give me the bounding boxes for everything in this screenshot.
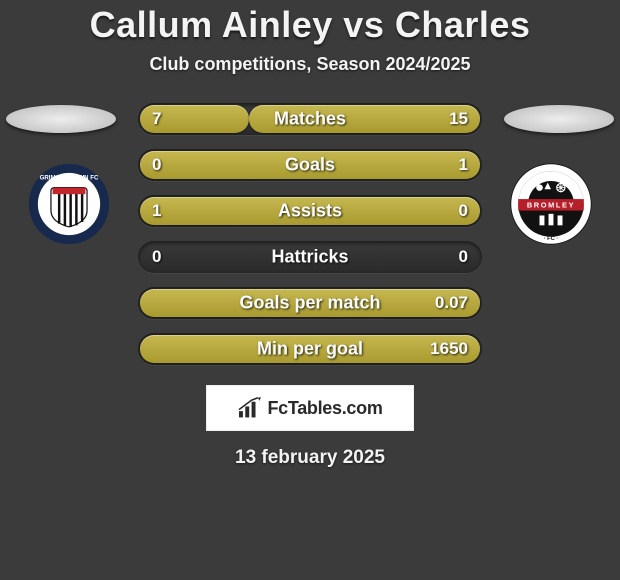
page-subtitle: Club competitions, Season 2024/2025: [149, 54, 470, 75]
stat-row: Assists10: [138, 195, 482, 227]
brand-badge: FcTables.com: [206, 385, 414, 431]
stat-label: Hattricks: [138, 247, 482, 268]
stat-fill-left: [140, 105, 249, 133]
page-title: Callum Ainley vs Charles: [90, 4, 531, 46]
player-photo-placeholder-left: [6, 105, 116, 133]
stat-value-left: 0: [152, 247, 161, 267]
svg-text:· FC ·: · FC ·: [544, 236, 559, 242]
stat-row: Matches715: [138, 103, 482, 135]
comparison-stage: GRIMSBY TOWN FC BROMLEY: [0, 103, 620, 371]
club-crest-right: BROMLEY · FC ·: [510, 163, 592, 245]
svg-text:BROMLEY: BROMLEY: [527, 200, 575, 209]
stat-value-right: 0: [459, 247, 468, 267]
svg-text:GRIMSBY TOWN FC: GRIMSBY TOWN FC: [40, 174, 99, 181]
brand-text: FcTables.com: [267, 398, 382, 419]
date-label: 13 february 2025: [235, 447, 385, 469]
stat-row: Hattricks0 0: [138, 241, 482, 273]
stat-fill-right: [140, 151, 480, 179]
stat-fill-left: [140, 197, 480, 225]
player-photo-placeholder-right: [504, 105, 614, 133]
stat-row: Min per goal1650: [138, 333, 482, 365]
brand-logo-icon: [237, 397, 263, 419]
stat-row: Goals01: [138, 149, 482, 181]
comparison-card: Callum Ainley vs Charles Club competitio…: [0, 0, 620, 580]
stat-fill-right: [140, 335, 480, 363]
club-crest-left-icon: GRIMSBY TOWN FC: [28, 163, 110, 245]
stat-bars: Matches715 Goals01 Assists10 Hattricks0 0 Goa…: [138, 103, 482, 365]
stat-fill-right: [140, 289, 480, 317]
club-crest-left: GRIMSBY TOWN FC: [28, 163, 110, 245]
club-crest-right-icon: BROMLEY · FC ·: [510, 163, 592, 245]
stat-fill-right: [249, 105, 480, 133]
stat-row: Goals per match0.07: [138, 287, 482, 319]
